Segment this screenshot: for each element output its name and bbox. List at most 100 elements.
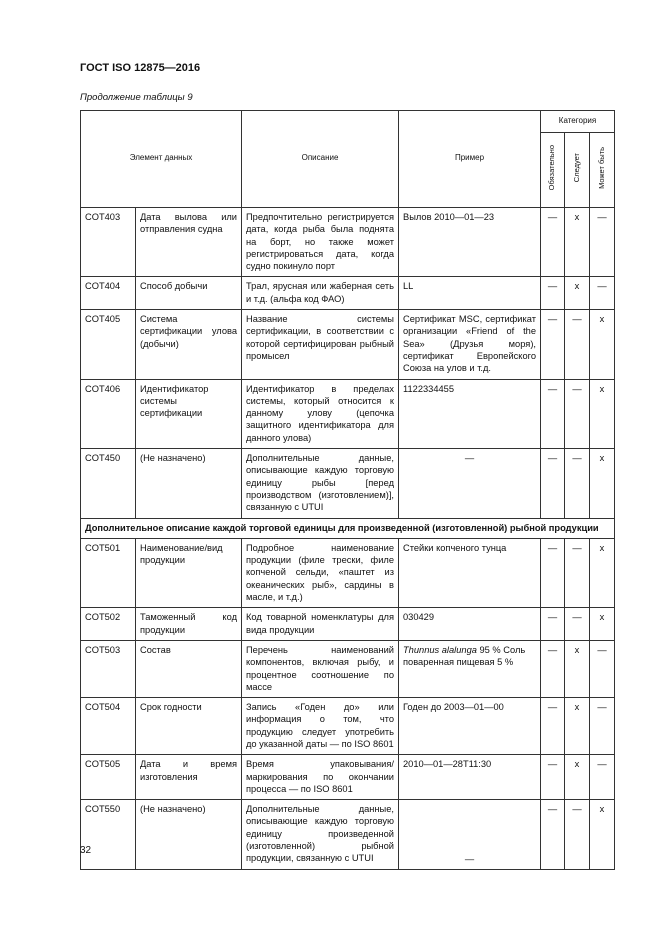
category-mark: x: [564, 697, 590, 756]
category-mark: x: [589, 799, 615, 870]
table-caption: Продолжение таблицы 9: [80, 92, 193, 103]
element-code: COT502: [80, 607, 136, 641]
example: Годен до 2003—01—00: [398, 697, 541, 756]
category-mark: —: [540, 537, 565, 609]
element-name: (Не назначено): [135, 448, 242, 519]
category-mark: —: [564, 378, 590, 450]
category-mark: —: [540, 448, 565, 519]
example: Вылов 2010—01—23: [398, 206, 541, 278]
element-code: COT504: [80, 697, 136, 756]
table-row: COT504 Срок годности Запись «Годен до» или…: [80, 697, 615, 756]
category-mark: —: [564, 799, 590, 870]
example: —: [398, 448, 541, 519]
category-mark: —: [564, 607, 590, 641]
table-row: COT502 Таможенный код продукции Код товарн…: [80, 607, 615, 641]
column-header: Элемент данных: [80, 110, 242, 208]
element-name: Система сертификации улова (добычи): [135, 309, 242, 380]
category-mark: —: [540, 378, 565, 450]
section-heading: Дополнительное описание каждой торговой …: [80, 517, 615, 539]
element-name: Состав: [135, 639, 242, 699]
example: 030429: [398, 607, 541, 641]
table-row: COT404 Способ добычи Трал, ярусная или жаб…: [80, 276, 615, 311]
category-mark: —: [540, 754, 565, 801]
data-table: Элемент данных Описание Пример Категория Обя…: [80, 110, 615, 870]
element-name: Дата вылова или отправления судна: [135, 206, 242, 278]
table-row: COT550 (Не назначено) Дополнительные данны…: [80, 799, 615, 870]
category-mark: —: [540, 309, 565, 380]
category-label: Может быть: [596, 146, 606, 189]
category-mark: —: [540, 697, 565, 756]
category-mark: x: [589, 378, 615, 450]
table-row: COT403 Дата вылова или отправления судна П…: [80, 206, 615, 278]
category-mark: x: [589, 448, 615, 519]
example: Thunnus alalunga 95 % Соль поваренная пи…: [398, 639, 541, 699]
description: Код товарной номенклатуры для вида проду…: [241, 607, 399, 641]
table-row: COT503 Состав Перечень наименований компон…: [80, 639, 615, 699]
category-mark: —: [589, 754, 615, 801]
description: Запись «Годен до» или информация о том, …: [241, 697, 399, 756]
category-mark: —: [540, 607, 565, 641]
element-code: COT406: [80, 378, 136, 450]
category-mark: x: [564, 206, 590, 278]
category-mark: —: [589, 276, 615, 311]
description: Трал, ярусная или жаберная сеть и т.д. (…: [241, 276, 399, 311]
element-code: COT450: [80, 448, 136, 519]
category-mark: x: [564, 276, 590, 311]
element-code: COT404: [80, 276, 136, 311]
element-name: Способ добычи: [135, 276, 242, 311]
category-mark: x: [564, 754, 590, 801]
category-mark: x: [589, 607, 615, 641]
category-mark: x: [589, 309, 615, 380]
category-mark: —: [589, 697, 615, 756]
example: Стейки копченого тунца: [398, 537, 541, 609]
table-row: COT505 Дата и время изготовления Время упа…: [80, 754, 615, 801]
element-code: COT405: [80, 309, 136, 380]
species-name: Thunnus alalunga: [403, 644, 477, 655]
header-row: Элемент данных Описание Пример Категория: [80, 110, 615, 208]
description: Дополнительные данные, описывающие кажду…: [241, 448, 399, 519]
description: Дополнительные данные, описывающие кажду…: [241, 799, 399, 870]
description: Время упаковывания/маркирования по оконч…: [241, 754, 399, 801]
element-code: COT505: [80, 754, 136, 801]
element-code: COT550: [80, 799, 136, 870]
element-name: Идентификатор системы сертификации: [135, 378, 242, 450]
table-row: COT406 Идентификатор системы сертификации…: [80, 378, 615, 450]
element-name: Срок годности: [135, 697, 242, 756]
doc-title: ГОСТ ISO 12875—2016: [80, 62, 201, 74]
example: LL: [398, 276, 541, 311]
category-mark: —: [564, 309, 590, 380]
example: 1122334455: [398, 378, 541, 450]
description: Перечень наименований компонентов, включ…: [241, 639, 399, 699]
example: Сертификат MSC, сертификат организации «…: [398, 309, 541, 380]
category-label: Следует: [571, 153, 581, 183]
element-name: (Не назначено): [135, 799, 242, 870]
category-mark: —: [540, 276, 565, 311]
column-header: Описание: [241, 110, 399, 208]
element-code: COT403: [80, 206, 136, 278]
category-mark: —: [540, 799, 565, 870]
category-mark: —: [589, 639, 615, 699]
category-header: Категория: [540, 110, 615, 133]
table-row: COT501 Наименование/вид продукции Подробно…: [80, 537, 615, 609]
category-mark: x: [589, 537, 615, 609]
category-column-header: Следует: [564, 132, 590, 208]
category-mark: —: [564, 448, 590, 519]
example: —: [398, 799, 541, 870]
page-number: 32: [80, 845, 92, 856]
description: Название системы сертификации, в соответ…: [241, 309, 399, 380]
description: Идентификатор в пределах системы, которы…: [241, 378, 399, 450]
column-header: Пример: [398, 110, 541, 208]
category-mark: —: [540, 206, 565, 278]
category-column-header: Может быть: [589, 132, 615, 208]
element-code: COT501: [80, 537, 136, 609]
category-column-header: Обязательно: [540, 132, 565, 208]
element-name: Таможенный код продукции: [135, 607, 242, 641]
category-label: Обязательно: [547, 145, 557, 191]
example: 2010—01—28T11:30: [398, 754, 541, 801]
table-row: COT450 (Не назначено) Дополнительные данны…: [80, 448, 615, 519]
table-row: COT405 Система сертификации улова (добычи…: [80, 309, 615, 380]
description: Предпочтительно регистрируется дата, ког…: [241, 206, 399, 278]
example-text: 95 % Соль поваренная пищевая 5 %: [403, 644, 526, 668]
category-mark: —: [564, 537, 590, 609]
